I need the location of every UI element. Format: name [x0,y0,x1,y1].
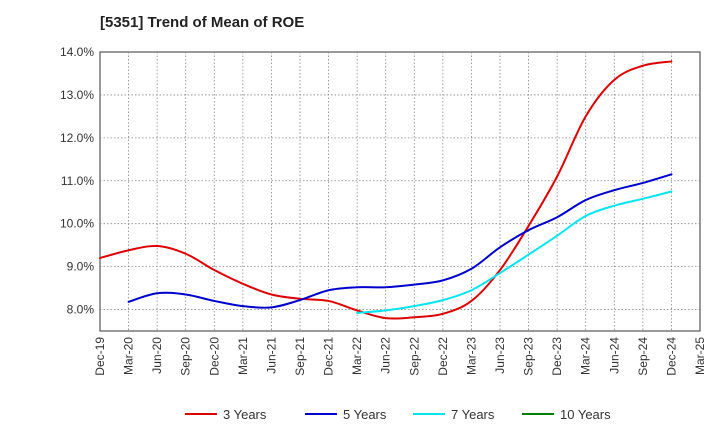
series-layer [99,60,673,320]
y-tick-label: 9.0% [67,260,95,274]
x-tick-label: Jun-20 [150,337,164,374]
legend-layer: 3 Years 5 Years 7 Years 10 Years [185,407,611,422]
x-tick-label: Mar-25 [693,337,707,375]
x-tick-label: Jun-24 [607,337,621,374]
x-tick-label: Sep-20 [179,337,193,376]
x-tick-label: Dec-20 [207,337,221,376]
plot-frame [99,51,701,332]
x-tick-label: Sep-24 [636,337,650,376]
x-tick-label: Sep-22 [407,337,421,376]
series-line-7-years [356,190,673,314]
axis-layer: 8.0% 9.0% 10.0% 11.0% 12.0% 13.0% 14.0% Dec-19 M… [60,45,707,376]
x-tick-label: Sep-21 [293,337,307,376]
legend-label-7-years: 7 Years [451,407,495,422]
x-tick-label: Mar-20 [122,337,136,375]
x-tick-label: Dec-19 [93,337,107,376]
y-tick-label: 14.0% [60,45,94,59]
y-tick-label: 12.0% [60,131,94,145]
legend-label-3-years: 3 Years [223,407,267,422]
x-tick-label: Jun-22 [379,337,393,374]
series-line-3-years [99,60,673,320]
x-tick-label: Mar-23 [464,337,478,375]
chart-title: [5351] Trend of Mean of ROE [100,14,305,31]
y-tick-label: 10.0% [60,217,94,231]
x-tick-label: Dec-24 [664,337,678,376]
y-tick-label: 13.0% [60,88,94,102]
y-tick-label: 11.0% [61,174,94,188]
x-tick-label: Dec-23 [550,337,564,376]
x-tick-label: Mar-22 [350,337,364,375]
x-tick-label: Dec-22 [436,337,450,376]
x-tick-label: Mar-21 [236,337,250,375]
legend-label-10-years: 10 Years [560,407,611,422]
x-tick-label: Jun-23 [493,337,507,374]
x-tick-label: Mar-24 [579,337,593,375]
x-tick-label: Jun-21 [264,337,278,374]
x-tick-label: Sep-23 [522,337,536,376]
series-line-5-years [127,173,673,309]
legend-label-5-years: 5 Years [343,407,387,422]
y-tick-label: 8.0% [67,303,95,317]
x-tick-label: Dec-21 [322,337,336,376]
